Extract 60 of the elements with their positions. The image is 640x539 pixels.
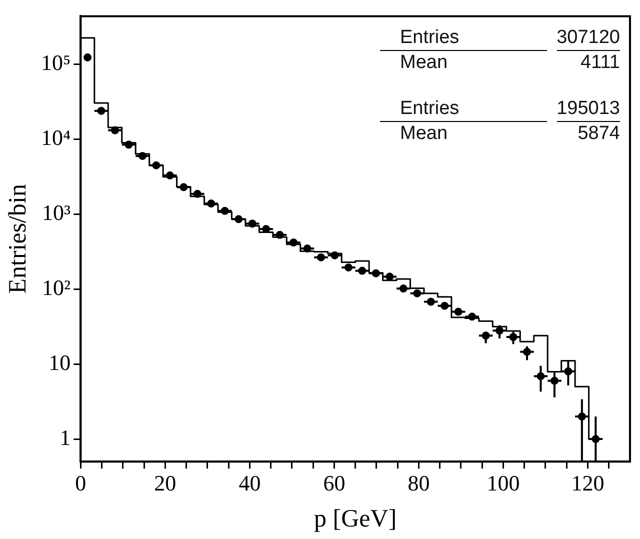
point xyxy=(180,183,188,192)
point xyxy=(111,126,120,134)
point xyxy=(372,269,380,278)
point xyxy=(138,152,146,160)
point xyxy=(523,348,531,356)
point xyxy=(399,284,408,293)
annotation: Mean xyxy=(399,122,449,146)
x-tick-label: 40 xyxy=(238,470,261,496)
x-tick-label: 100 xyxy=(486,470,520,496)
annotation: 4111 xyxy=(580,51,620,76)
point xyxy=(413,289,422,298)
y-tick-label: 10 xyxy=(48,350,71,375)
x-axis-title: p [GeV] xyxy=(314,506,397,533)
point xyxy=(303,244,312,253)
y-tick-label: 10² xyxy=(42,274,72,300)
point xyxy=(536,372,545,380)
x-tick-label: 120 xyxy=(571,470,604,496)
annotation: 307120 xyxy=(556,26,620,52)
point xyxy=(317,253,325,262)
annotation: 195013 xyxy=(556,97,620,122)
point xyxy=(509,333,518,342)
y-axis-title: Entries/bin xyxy=(4,184,32,294)
x-tick-label: 60 xyxy=(323,470,346,496)
point xyxy=(496,326,504,335)
point xyxy=(564,367,572,376)
point xyxy=(290,238,298,246)
point xyxy=(578,412,586,420)
point xyxy=(482,332,490,340)
y-tick-label: 10⁴ xyxy=(41,125,71,150)
point xyxy=(592,435,600,444)
annotation: 5874 xyxy=(576,122,620,146)
point xyxy=(84,53,92,62)
point xyxy=(152,161,160,170)
annotation: Mean xyxy=(399,51,449,76)
point xyxy=(124,140,133,149)
point xyxy=(440,302,449,310)
point xyxy=(207,200,216,208)
x-tick-label: 0 xyxy=(75,470,86,496)
y-tick-label: 10⁵ xyxy=(41,50,71,76)
point xyxy=(248,220,256,228)
point xyxy=(220,206,229,215)
point xyxy=(97,106,106,115)
point xyxy=(386,272,394,281)
y-tick-label: 10³ xyxy=(42,200,72,226)
point xyxy=(468,312,476,321)
annotation: Entries xyxy=(380,97,547,122)
point xyxy=(550,376,558,385)
y-tick-label: 1 xyxy=(60,424,71,450)
point xyxy=(426,298,435,306)
point xyxy=(454,308,462,316)
point xyxy=(276,230,284,239)
x-tick-label: 20 xyxy=(154,470,176,496)
point xyxy=(166,171,174,180)
point xyxy=(344,263,352,272)
point xyxy=(358,266,366,275)
annotation: Entries xyxy=(380,26,547,52)
point xyxy=(234,215,243,224)
point xyxy=(330,251,339,260)
point xyxy=(193,190,202,198)
x-tick-label: 80 xyxy=(408,470,430,496)
